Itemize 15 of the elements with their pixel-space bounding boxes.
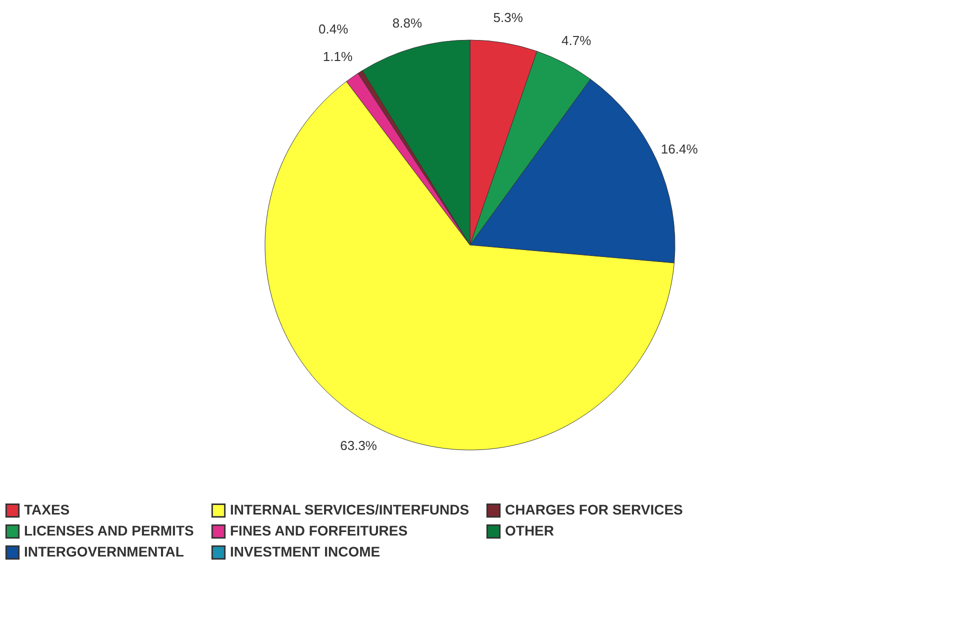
- legend-label: LICENSES AND PERMITS: [24, 522, 194, 538]
- data-label: 63.3%: [340, 438, 378, 454]
- legend-label: TAXES: [24, 502, 70, 518]
- data-label: 16.4%: [660, 142, 698, 157]
- legend-label: FINES AND FORFEITURES: [230, 522, 408, 538]
- legend-label: INTERGOVERNMENTAL: [24, 544, 184, 560]
- data-label: 8.8%: [392, 16, 422, 31]
- legend-label: INTERNAL SERVICES/INTERFUNDS: [230, 502, 470, 518]
- legend-label: INVESTMENT INCOME: [230, 544, 380, 560]
- data-label: 4.7%: [562, 33, 592, 48]
- legend-label: OTHER: [505, 522, 554, 538]
- data-label: 0.4%: [318, 22, 349, 37]
- data-label: 1.1%: [322, 48, 353, 64]
- legend-label: CHARGES FOR SERVICES: [505, 502, 683, 518]
- data-label: 5.3%: [493, 10, 524, 26]
